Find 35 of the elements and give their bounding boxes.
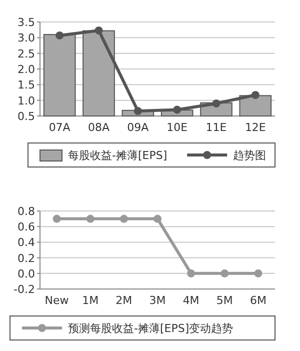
y-tick-label: 0.8 bbox=[18, 205, 35, 218]
x-tick-label: 10E bbox=[166, 121, 188, 134]
legend-label: 预测每股收益-摊薄[EPS]变动趋势 bbox=[68, 322, 234, 335]
point bbox=[56, 31, 64, 40]
y-tick-label: 0.0 bbox=[18, 267, 35, 280]
x-tick-label: 11E bbox=[206, 121, 227, 134]
point bbox=[212, 99, 220, 108]
y-tick-label: 2.5 bbox=[18, 47, 35, 60]
x-tick-label: 07A bbox=[48, 121, 71, 134]
point bbox=[134, 106, 142, 115]
x-tick-label: 1M bbox=[82, 294, 99, 307]
x-tick-label: New bbox=[44, 294, 69, 307]
x-tick-label: 5M bbox=[216, 294, 233, 307]
y-tick-label: 2.0 bbox=[18, 63, 35, 76]
point bbox=[173, 106, 182, 114]
y-tick-label: 0.5 bbox=[18, 110, 35, 123]
x-tick-label: 12E bbox=[244, 121, 266, 134]
x-tick-label: 08A bbox=[88, 121, 110, 134]
x-tick-label: 3M bbox=[149, 294, 166, 307]
point bbox=[94, 26, 103, 34]
y-tick-label: 3.0 bbox=[18, 32, 35, 45]
y-tick-label: 0.2 bbox=[18, 252, 35, 265]
x-tick-label: 4M bbox=[182, 294, 200, 307]
x-tick-label: 6M bbox=[250, 294, 266, 307]
x-tick-label: 09A bbox=[127, 121, 150, 134]
y-tick-label: 1.5 bbox=[18, 78, 35, 92]
y-tick-label: 1.0 bbox=[18, 94, 35, 108]
y-tick-label: -0.2 bbox=[14, 283, 35, 296]
legend-label: 每股收益-摊薄[EPS] bbox=[68, 149, 168, 162]
point bbox=[251, 91, 260, 100]
legend-label: 趋势图 bbox=[233, 149, 266, 162]
x-tick-label: 2M bbox=[116, 294, 132, 307]
y-tick-label: 0.4 bbox=[18, 236, 35, 250]
y-tick-label: 3.5 bbox=[18, 16, 35, 29]
y-tick-label: 0.6 bbox=[18, 220, 35, 234]
